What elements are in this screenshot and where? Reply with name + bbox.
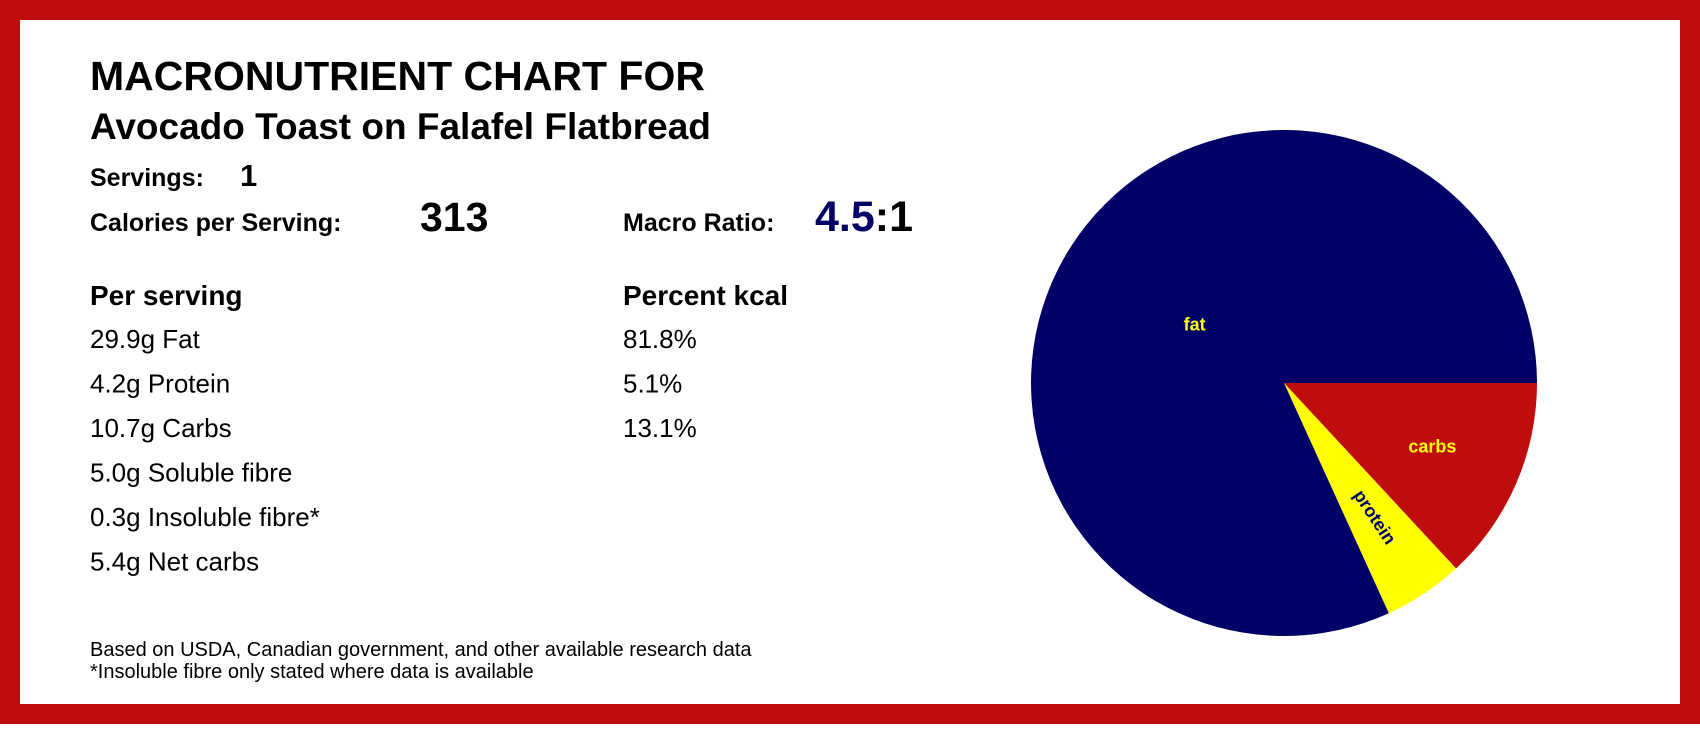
footnote: *Insoluble fibre only stated where data … (90, 661, 534, 683)
nutrient-amount: 5.0g Soluble fibre (90, 458, 292, 488)
title: MACRONUTRIENT CHART FOR (90, 53, 705, 99)
nutrient-amount: 0.3g Insoluble fibre* (90, 502, 320, 532)
macro-ratio: 4.5:1 (815, 193, 913, 241)
percent-kcal: 81.8% (623, 324, 697, 354)
column-header: Per serving (90, 280, 243, 311)
nutrient-amount: 4.2g Protein (90, 369, 230, 399)
subtitle: Avocado Toast on Falafel Flatbread (90, 106, 711, 147)
nutrient-amount: 10.7g Carbs (90, 413, 232, 443)
calories-value: 313 (420, 194, 488, 240)
nutrient-amount: 5.4g Net carbs (90, 547, 259, 577)
footnote: Based on USDA, Canadian government, and … (90, 639, 752, 661)
percent-kcal: 13.1% (623, 413, 697, 443)
percent-kcal: 5.1% (623, 369, 682, 399)
pie-slice (1031, 130, 1537, 637)
slice-label: carbs (1408, 437, 1456, 457)
pie-slice (1284, 383, 1457, 614)
nutrient-amount: 29.9g Fat (90, 324, 201, 354)
column-header: Percent kcal (623, 280, 788, 311)
slice-label: fat (1184, 314, 1206, 334)
pie-slice (1284, 383, 1537, 569)
servings-label: Servings: (90, 164, 204, 192)
servings-value: 1 (240, 158, 257, 193)
macro-ratio-rest: :1 (875, 193, 913, 241)
macro-ratio-label: Macro Ratio: (623, 209, 774, 237)
macro-ratio-value: 4.5 (815, 193, 875, 241)
calories-label: Calories per Serving: (90, 209, 341, 237)
